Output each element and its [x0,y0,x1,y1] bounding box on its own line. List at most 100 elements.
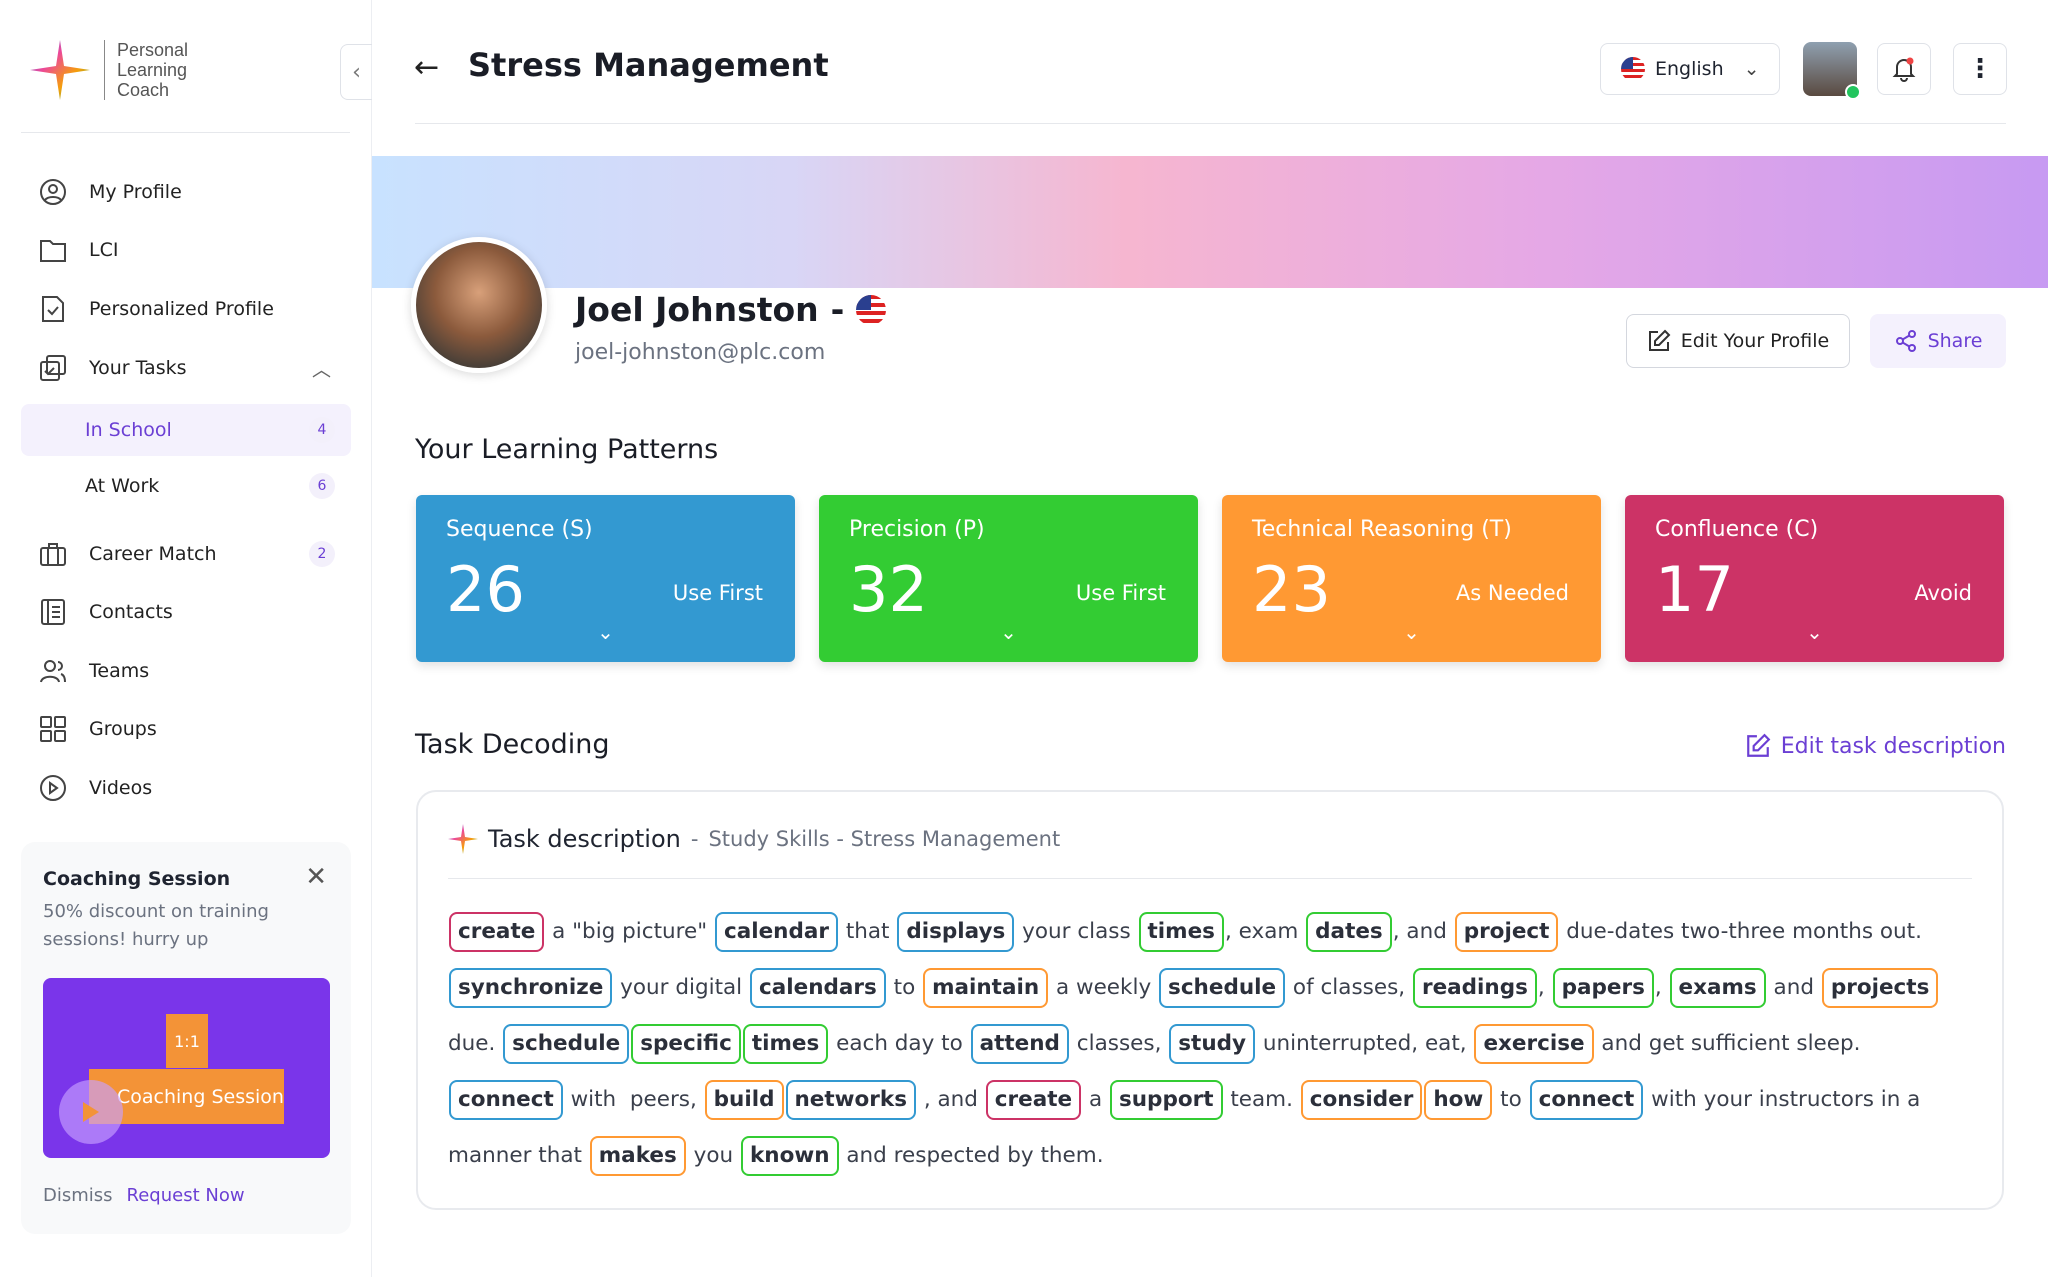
chevron-up-icon: ︿ [311,358,331,381]
back-arrow-icon[interactable]: ← [414,50,440,85]
tasks-icon [37,352,69,384]
task-text: create a "big picture" calendar that dis… [448,904,1972,1184]
label: Personalized Profile [89,298,274,320]
sidebar-item-at-work[interactable]: At Work 6 [21,460,351,512]
chevron-down-icon: ⌄ [1743,58,1760,80]
keyword-chip: build [704,1080,784,1120]
chevron-left-icon: ‹ [352,59,361,85]
keyword-chip: dates [1306,912,1392,952]
notifications-button[interactable] [1877,43,1931,95]
pattern-label: Sequence (S) [446,517,593,542]
edit-profile-button[interactable]: Edit Your Profile [1626,314,1850,368]
sidebar-item-your-tasks[interactable]: Your Tasks ︿ [21,342,351,394]
video-tag: 1:1 [166,1014,208,1068]
edit-icon [1648,329,1671,351]
logo[interactable]: Personal Learning Coach [30,40,188,100]
pattern-label: Technical Reasoning (T) [1252,517,1512,542]
keyword-chip: project [1454,912,1559,952]
divider [415,123,2006,124]
task-text-fragment: uninterrupted, eat, [1256,1031,1474,1056]
chevron-down-icon[interactable]: ⌄ [597,620,614,644]
user-circle-icon [37,176,69,208]
profile-name-row: Joel Johnston - [575,290,887,329]
task-text-fragment: your digital [613,975,749,1000]
sidebar-item-in-school[interactable]: In School 4 [21,404,351,456]
chevron-down-icon[interactable]: ⌄ [1000,620,1017,644]
collapse-sidebar-button[interactable]: ‹ [340,44,372,100]
keyword-chip: readings [1412,968,1537,1008]
sidebar-item-personalized-profile[interactable]: Personalized Profile [21,283,351,335]
sidebar-item-my-profile[interactable]: My Profile [21,166,351,218]
task-text-fragment: each day to [829,1031,970,1056]
profile-banner [372,156,2048,288]
language-label: English [1655,58,1724,80]
task-text-fragment: , [1654,975,1669,1000]
keyword-chip: maintain [923,968,1049,1008]
label: Your Tasks [89,357,187,379]
share-button[interactable]: Share [1870,314,2006,368]
sidebar-item-videos[interactable]: Videos [21,762,351,814]
play-icon[interactable] [59,1080,123,1144]
pattern-card[interactable]: Confluence (C) 17 Avoid ⌄ [1625,495,2004,662]
more-options-button[interactable]: ⋮ [1953,43,2007,95]
folder-icon [37,234,69,266]
keyword-chip: times [742,1024,829,1064]
sidebar-item-career-match[interactable]: Career Match 2 [21,528,351,580]
sidebar-item-teams[interactable]: Teams [21,645,351,697]
task-text-fragment: , and [917,1087,985,1112]
task-box-subtitle: Study Skills - Stress Management [708,827,1061,851]
keyword-chip: specific [631,1024,741,1064]
pattern-card[interactable]: Sequence (S) 26 Use First ⌄ [416,495,795,662]
request-now-button[interactable]: Request Now [126,1185,245,1206]
coaching-text: 50% discount on training sessions! hurry… [43,901,269,950]
coaching-video[interactable]: 1:1 Coaching Session [43,978,330,1158]
keyword-chip: how [1424,1080,1493,1120]
dismiss-button[interactable]: Dismiss [43,1185,113,1206]
keyword-chip: create [449,912,545,952]
share-icon [1895,330,1916,352]
task-box-title: Task description [488,825,681,853]
pattern-card[interactable]: Technical Reasoning (T) 23 As Needed ⌄ [1222,495,1601,662]
keyword-chip: consider [1300,1080,1423,1120]
keyword-chip: synchronize [449,968,613,1008]
profile-avatar [411,237,547,373]
close-icon[interactable]: ✕ [305,862,327,892]
chevron-down-icon[interactable]: ⌄ [1806,620,1823,644]
task-text-fragment: that [838,919,897,944]
task-text-fragment: , and [1392,919,1454,944]
task-text-fragment: you [686,1143,740,1168]
label: Teams [89,660,150,682]
task-text-fragment: due-dates two-three months out. [1559,919,1929,944]
language-select[interactable]: English ⌄ [1600,43,1780,95]
label: LCI [89,239,119,261]
edit-task-description-link[interactable]: Edit task description [1745,733,2006,759]
task-text-fragment: , [1537,975,1552,1000]
sidebar-item-lci[interactable]: LCI [21,224,351,276]
keyword-chip: networks [785,1080,916,1120]
us-flag-icon [1621,57,1645,81]
keyword-chip: schedule [503,1024,630,1064]
us-flag-icon [856,294,887,325]
label: Contacts [89,601,173,623]
pattern-label: Precision (P) [849,517,985,542]
user-avatar[interactable] [1803,42,1861,100]
task-text-fragment: with peers, [563,1087,704,1112]
users-icon [37,655,69,687]
chevron-down-icon[interactable]: ⌄ [1403,620,1420,644]
pattern-usage: As Needed [1455,581,1569,605]
sidebar-item-groups[interactable]: Groups [21,703,351,755]
label: Groups [89,718,157,740]
keyword-chip: exams [1669,968,1766,1008]
keyword-chip: makes [589,1136,686,1176]
keyword-chip: create [985,1080,1082,1120]
pattern-usage: Use First [672,581,763,605]
keyword-chip: schedule [1159,968,1286,1008]
edit-icon [1746,733,1771,757]
keyword-chip: study [1169,1024,1256,1064]
sidebar-item-contacts[interactable]: Contacts [21,586,351,638]
profile-name: Joel Johnston [575,290,819,329]
divider [448,878,1972,879]
logo-star-icon [30,40,90,100]
pattern-score: 17 [1655,553,1734,626]
pattern-card[interactable]: Precision (P) 32 Use First ⌄ [819,495,1198,662]
